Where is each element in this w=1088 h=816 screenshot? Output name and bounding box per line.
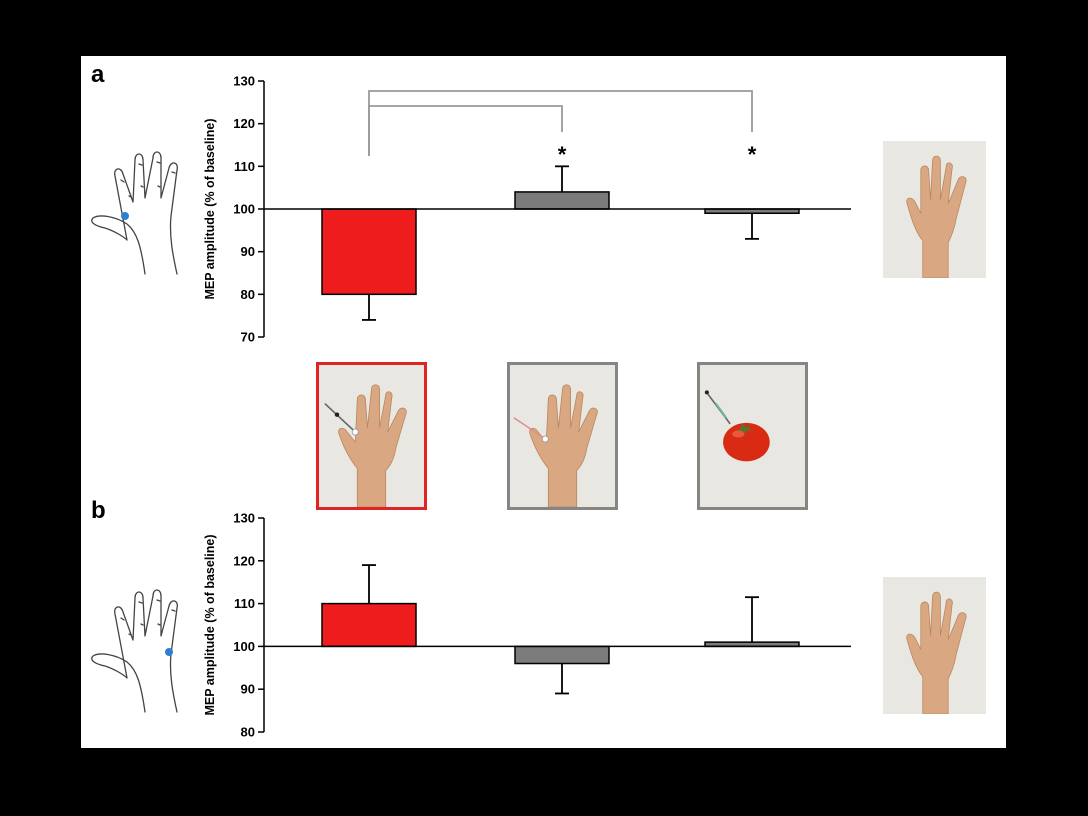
y-tick-label: 100 [233,639,255,654]
y-tick-label: 90 [241,244,255,259]
y-tick-label: 110 [234,596,255,611]
hand-photo-b-icon [906,591,967,714]
stimulus-qtip-hand [507,362,618,510]
needle-hand-icon [324,384,407,507]
significance-bracket [368,105,563,156]
qtip-hand-icon [513,384,598,507]
y-tick-label: 80 [241,287,255,302]
y-tick-label: 110 [234,159,255,174]
y-tick-label: 90 [241,682,255,697]
y-axis-label: MEP amplitude (% of baseline) [203,118,217,299]
hand-photo-a-icon [906,155,967,278]
chart-panel-a: 70 80 90 100 110 120 130 MEP amplitude (% of ba… [203,74,851,345]
electrode-b-icon [165,648,173,656]
hand-photo-a [883,141,986,278]
panel-label-a: a [91,61,105,88]
y-tick-label: 100 [233,202,255,217]
bar [321,602,417,648]
hand-schematic-a-icon [91,151,178,275]
y-axis-label: MEP amplitude (% of baseline) [203,534,217,715]
needle-tomato-icon [704,390,770,462]
hand-schematic-b-icon [91,589,178,713]
y-tick-label: 130 [233,511,255,526]
significance-bracket [368,90,753,156]
y-tick-label: 120 [233,116,255,131]
figure-panel: a b 70 80 90 100 110 120 130 MEP amplitude (% o… [81,56,1006,748]
y-tick-label: 80 [241,725,255,740]
stimulus-needle-tomato [697,362,808,510]
y-tick-label: 70 [241,330,255,345]
significance-marker: * [558,142,567,167]
electrode-a-icon [121,212,129,220]
stimulus-needle-hand [316,362,427,510]
bar [321,208,417,296]
y-tick-label: 120 [233,553,255,568]
bar [514,191,610,210]
chart-panel-b: 80 90 100 110 120 130 MEP amplitude (% of base… [203,511,851,740]
y-tick-label: 130 [233,74,255,89]
significance-marker: * [748,142,757,167]
bar [514,645,610,665]
panel-label-b: b [91,497,106,524]
hand-photo-b [883,577,986,714]
figure-svg: a b 70 80 90 100 110 120 130 MEP amplitude (% o… [91,61,851,740]
